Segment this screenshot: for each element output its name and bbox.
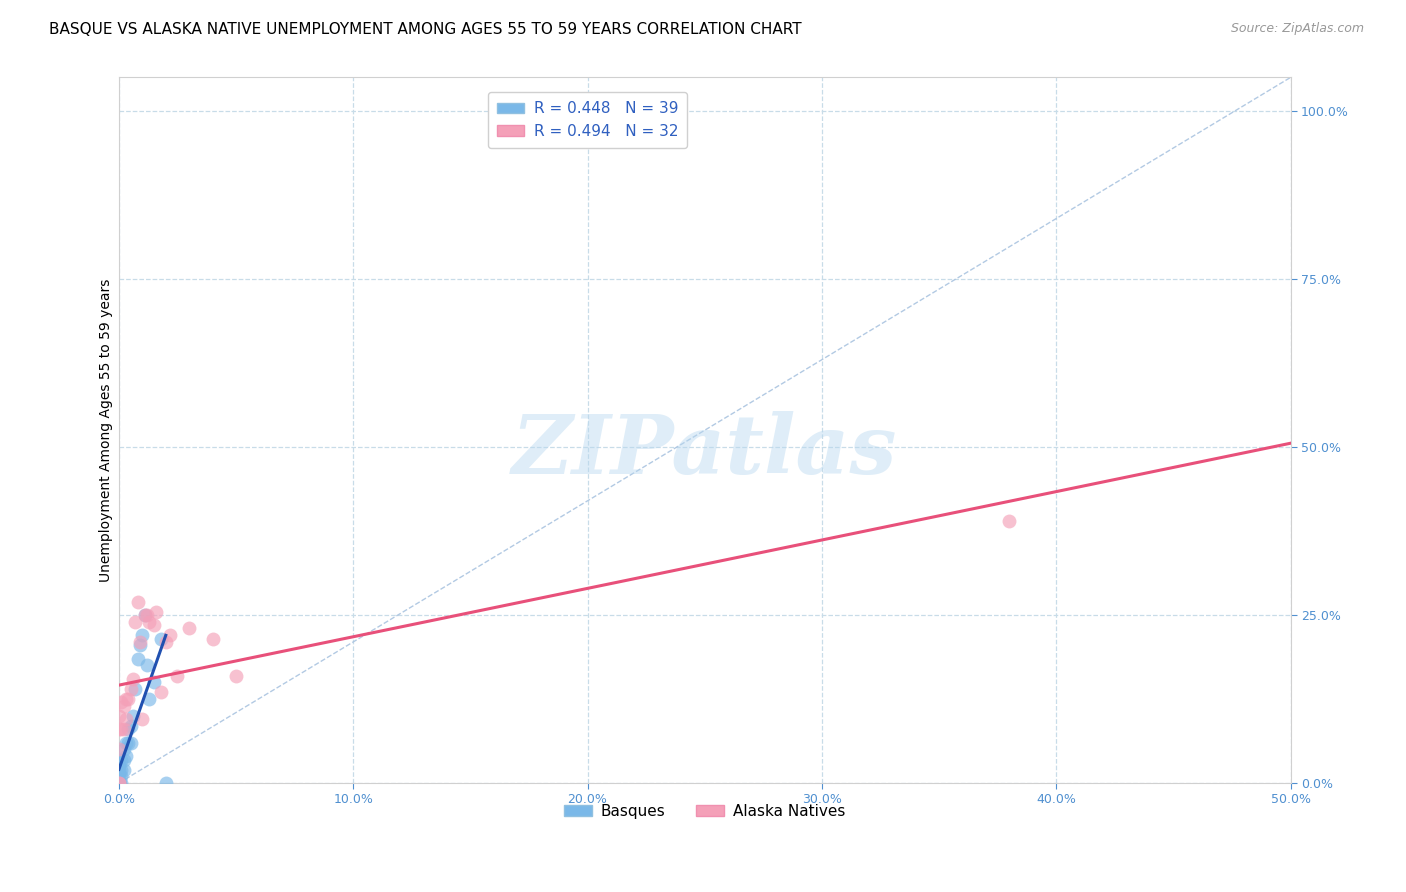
Point	[134, 608, 156, 623]
Point	[120, 681, 142, 696]
Point	[120, 736, 142, 750]
Point	[179, 622, 201, 636]
Point	[108, 776, 131, 790]
Point	[124, 681, 146, 696]
Point	[131, 628, 153, 642]
Point	[108, 776, 131, 790]
Point	[150, 685, 173, 699]
Point	[108, 766, 131, 780]
Point	[112, 763, 135, 777]
Point	[129, 638, 152, 652]
Point	[122, 672, 145, 686]
Point	[112, 742, 135, 756]
Point	[108, 769, 131, 783]
Point	[127, 594, 149, 608]
Point	[134, 608, 156, 623]
Point	[110, 763, 132, 777]
Text: ZIPatlas: ZIPatlas	[512, 411, 897, 491]
Point	[108, 776, 131, 790]
Point	[129, 635, 152, 649]
Point	[998, 514, 1021, 528]
Point	[110, 695, 132, 709]
Point	[115, 749, 138, 764]
Point	[112, 752, 135, 766]
Point	[108, 776, 131, 790]
Point	[155, 776, 177, 790]
Point	[150, 632, 173, 646]
Point	[108, 776, 131, 790]
Point	[108, 763, 131, 777]
Point	[201, 632, 224, 646]
Point	[110, 752, 132, 766]
Text: BASQUE VS ALASKA NATIVE UNEMPLOYMENT AMONG AGES 55 TO 59 YEARS CORRELATION CHART: BASQUE VS ALASKA NATIVE UNEMPLOYMENT AMO…	[49, 22, 801, 37]
Point	[138, 615, 160, 629]
Point	[108, 776, 131, 790]
Point	[112, 723, 135, 737]
Point	[117, 692, 139, 706]
Point	[155, 635, 177, 649]
Point	[120, 719, 142, 733]
Point	[108, 723, 131, 737]
Point	[112, 698, 135, 713]
Point	[108, 776, 131, 790]
Point	[136, 658, 159, 673]
Point	[108, 742, 131, 756]
Point	[108, 709, 131, 723]
Point	[110, 723, 132, 737]
Point	[108, 756, 131, 770]
Point	[117, 723, 139, 737]
Point	[127, 651, 149, 665]
Point	[166, 668, 188, 682]
Point	[110, 776, 132, 790]
Point	[108, 759, 131, 773]
Point	[145, 605, 167, 619]
Point	[122, 709, 145, 723]
Point	[108, 776, 131, 790]
Y-axis label: Unemployment Among Ages 55 to 59 years: Unemployment Among Ages 55 to 59 years	[100, 278, 114, 582]
Point	[159, 628, 181, 642]
Point	[117, 736, 139, 750]
Point	[115, 692, 138, 706]
Point	[110, 769, 132, 783]
Point	[108, 776, 131, 790]
Legend: Basques, Alaska Natives: Basques, Alaska Natives	[558, 797, 852, 825]
Point	[108, 776, 131, 790]
Text: Source: ZipAtlas.com: Source: ZipAtlas.com	[1230, 22, 1364, 36]
Point	[115, 712, 138, 726]
Point	[136, 608, 159, 623]
Point	[108, 776, 131, 790]
Point	[131, 712, 153, 726]
Point	[143, 618, 166, 632]
Point	[225, 668, 247, 682]
Point	[115, 736, 138, 750]
Point	[143, 675, 166, 690]
Point	[124, 615, 146, 629]
Point	[138, 692, 160, 706]
Point	[108, 776, 131, 790]
